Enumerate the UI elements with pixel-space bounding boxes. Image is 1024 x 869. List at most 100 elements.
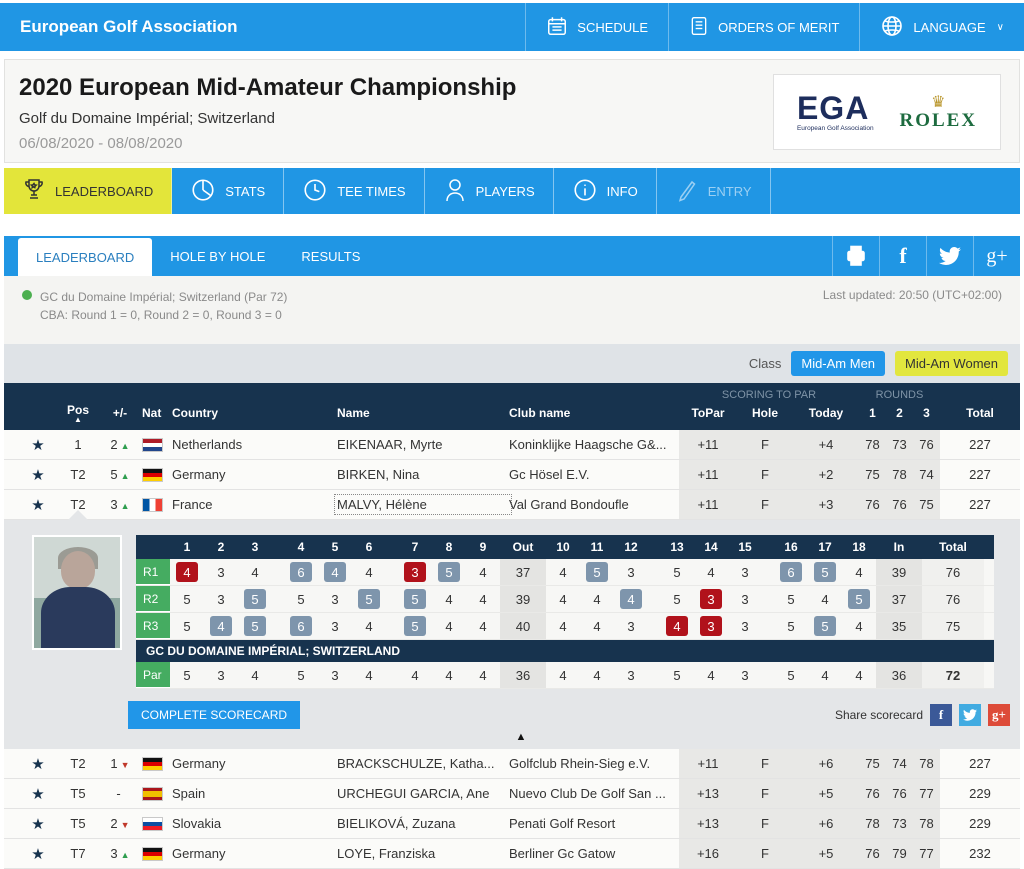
column-round1[interactable]: 1 (869, 406, 876, 420)
favorite-star-icon[interactable]: ★ (31, 845, 45, 863)
column-country[interactable]: Country (172, 406, 218, 420)
column-name[interactable]: Name (337, 406, 370, 420)
favorite-star-icon[interactable]: ★ (31, 755, 45, 773)
language-menu[interactable]: LANGUAGE ∨ (859, 3, 1024, 51)
nationality-cell (142, 497, 172, 512)
column-nat[interactable]: Nat (142, 406, 162, 420)
score-cell: 4 (707, 564, 715, 580)
tab-stats[interactable]: STATS (172, 168, 285, 214)
par-cell: 4 (707, 667, 715, 683)
column-total[interactable]: Total (966, 406, 994, 420)
share-twitter-icon[interactable] (959, 704, 981, 726)
hole-header-cell: 6 (365, 540, 373, 554)
par-cell: 4 (365, 667, 373, 683)
schedule-link[interactable]: SCHEDULE (525, 3, 668, 51)
google-plus-icon[interactable]: g+ (973, 236, 1020, 276)
score-cell: 6 (284, 559, 318, 585)
share-facebook-icon[interactable]: f (930, 704, 952, 726)
par-cell: 4 (821, 667, 829, 683)
table-row[interactable]: ★ 1 2 ▲ Netherlands EIKENAAR, Myrte Koninklijk… (4, 430, 1020, 460)
table-row[interactable]: ★ T2 5 ▲ Germany BIRKEN, Nina Gc Hösel E.V. +11… (4, 460, 1020, 490)
favorite-star-icon[interactable]: ★ (31, 815, 45, 833)
tab-info[interactable]: INFO (554, 168, 657, 214)
par-cell: 72 (922, 662, 984, 688)
tab-leaderboard[interactable]: LEADERBOARD (4, 168, 173, 214)
score-cell: 5 (787, 591, 795, 607)
column-round3[interactable]: 3 (923, 406, 930, 420)
table-row[interactable]: ★ T7 3 ▲ Germany LOYE, Franziska Berliner Gc G… (4, 839, 1020, 869)
column-round2[interactable]: 2 (896, 406, 903, 420)
hole-header-cell: 7 (411, 540, 419, 554)
score-cell: 76 (922, 559, 984, 585)
score-cell: 4 (559, 591, 567, 607)
favorite-star-icon[interactable]: ★ (31, 436, 45, 454)
class-mid-am-women-button[interactable]: Mid-Am Women (895, 351, 1008, 376)
score-cell: 4 (614, 586, 648, 612)
complete-scorecard-button[interactable]: COMPLETE SCORECARD (128, 701, 301, 729)
player-name-cell[interactable]: LOYE, Franziska (337, 846, 436, 861)
sponsor-logos: EGA European Golf Association ♛ ROLEX (773, 74, 1001, 150)
column-today[interactable]: Today (808, 406, 844, 420)
hole-cell: F (761, 786, 769, 801)
score-cell: 4 (660, 613, 694, 639)
round-label: R1 (136, 559, 170, 585)
status-bar: GC du Domaine Impérial; Switzerland (Par… (4, 276, 1020, 344)
sub-tab-bar: LEADERBOARD HOLE BY HOLE RESULTS f g+ (4, 236, 1020, 276)
player-name-cell[interactable]: MALVY, Hélène (334, 494, 512, 515)
column-topar[interactable]: ToPar (691, 406, 725, 420)
round3-cell: 78 (919, 816, 934, 831)
page-title: 2020 European Mid-Amateur Championship (19, 74, 517, 101)
up-arrow-icon: ▲ (120, 441, 130, 451)
tab-tee-times[interactable]: TEE TIMES (284, 168, 425, 214)
column-club[interactable]: Club name (509, 406, 571, 420)
player-name-cell[interactable]: EIKENAAR, Myrte (337, 437, 443, 452)
class-mid-am-men-button[interactable]: Mid-Am Men (791, 351, 886, 376)
favorite-star-icon[interactable]: ★ (31, 496, 45, 514)
position-cell: T7 (70, 846, 86, 861)
table-row[interactable]: ★ T5 - Spain URCHEGUI GARCIA, Ane Nuevo Club … (4, 779, 1020, 809)
position-change-cell: - (116, 786, 121, 801)
player-name-cell[interactable]: URCHEGUI GARCIA, Ane (337, 786, 490, 801)
score-cell: 40 (500, 613, 546, 639)
share-google-plus-icon[interactable]: g+ (988, 704, 1010, 726)
table-row[interactable]: ★ T2 1 ▼ Germany BRACKSCHULZE, Katha... Golfcl… (4, 749, 1020, 779)
player-name-cell[interactable]: BIRKEN, Nina (337, 467, 420, 482)
score-cell: 5 (183, 618, 191, 634)
player-name-cell[interactable]: BRACKSCHULZE, Katha... (337, 756, 495, 771)
subtab-hole-by-hole[interactable]: HOLE BY HOLE (170, 248, 266, 264)
column-hole[interactable]: Hole (751, 406, 778, 420)
par-cell: 4 (855, 667, 863, 683)
subtab-leaderboard[interactable]: LEADERBOARD (18, 238, 153, 276)
under-par-score: 3 (404, 562, 426, 582)
table-row[interactable]: ★ T2 3 ▲ France MALVY, Hélène Val Grand Bondou… (4, 490, 1020, 520)
over-par-score: 5 (586, 562, 608, 582)
player-name-cell[interactable]: BIELIKOVÁ, Zuzana (337, 816, 456, 831)
position-change-cell: 1 ▼ (110, 756, 130, 771)
ega-logo: EGA European Golf Association (796, 89, 874, 132)
table-row[interactable]: ★ T5 2 ▼ Slovakia BIELIKOVÁ, Zuzana Penati Gol… (4, 809, 1020, 839)
nationality-cell (142, 786, 172, 801)
collapse-scorecard-arrow[interactable]: ▲ (515, 731, 527, 743)
down-arrow-icon: ▼ (120, 760, 130, 770)
score-cell: 3 (398, 559, 432, 585)
tab-players[interactable]: PLAYERS (425, 168, 554, 214)
favorite-star-icon[interactable]: ★ (31, 466, 45, 484)
column-pos[interactable]: Pos ▲ (58, 403, 98, 424)
clock-icon (302, 177, 328, 206)
twitter-icon[interactable] (926, 236, 973, 276)
course-par-line: GC du Domaine Impérial; Switzerland (Par… (40, 290, 288, 304)
subtab-results[interactable]: RESULTS (301, 248, 361, 264)
calendar-icon (546, 15, 568, 40)
position-cell: T2 (70, 497, 86, 512)
total-cell: 227 (969, 467, 991, 482)
total-cell: 227 (969, 497, 991, 512)
column-plus-minus[interactable]: +/- (112, 406, 128, 420)
nationality-cell (142, 437, 172, 452)
print-icon[interactable] (832, 236, 879, 276)
favorite-star-icon[interactable]: ★ (31, 785, 45, 803)
orders-of-merit-link[interactable]: ORDERS OF MERIT (668, 3, 859, 51)
today-cell: +5 (818, 786, 834, 801)
facebook-icon[interactable]: f (879, 236, 926, 276)
score-cell: 4 (821, 591, 829, 607)
par-cell: 4 (445, 667, 453, 683)
